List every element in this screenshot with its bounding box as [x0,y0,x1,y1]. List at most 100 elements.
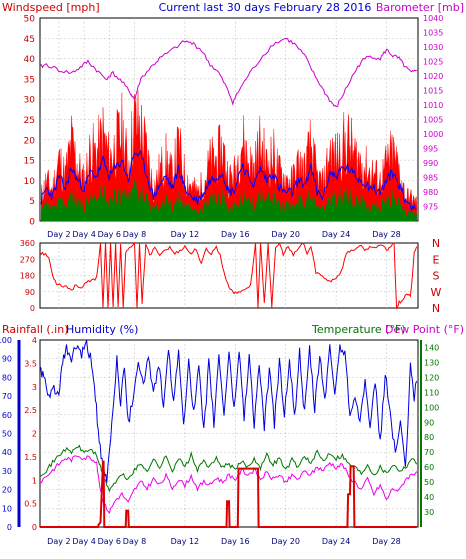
windspeed-tick-label: 30 [24,96,36,106]
rainfall-tick-label: 3.5 [24,359,37,368]
direction-tick-label: 90 [25,288,35,297]
wind-x-tick-label: Day 4 [72,230,95,239]
rainfall-series [40,460,417,528]
humidity-tick-label: 80 [2,373,12,382]
temperature-tick-label: 120 [424,373,439,382]
barometer-tick-label: 1005 [423,116,443,125]
windspeed-axis-title: Windspeed [mph] [2,1,100,14]
wind-speed-series [41,179,417,222]
barometer-tick-label: 985 [423,174,438,183]
barometer-tick-label: 1020 [423,72,443,81]
wind-x-tick-label: Day 20 [271,230,300,239]
axis-tick-labels: 0510152025303540455097598098599099510001… [0,14,443,546]
compass-label: N [432,237,440,250]
compass-label: E [433,253,440,266]
windspeed-tick-label: 0 [29,218,35,228]
barometer-tick-label: 980 [423,188,438,197]
direction-tick-label: 270 [20,255,35,264]
humidity-tick-label: 70 [2,392,12,401]
humidity-tick-label: 40 [2,448,12,457]
windspeed-tick-label: 45 [24,35,35,45]
temperature-tick-label: 100 [424,403,439,412]
windspeed-tick-label: 20 [24,136,36,146]
barometer-tick-label: 1030 [423,43,443,52]
temperature-tick-label: 110 [424,388,439,397]
windspeed-tick-label: 40 [24,55,36,65]
direction-tick-label: 360 [20,239,35,248]
barometer-tick-label: 1000 [423,130,443,139]
temperature-tick-label: 70 [424,448,434,457]
wind-x-tick-label: Day 2 [47,230,70,239]
windspeed-tick-label: 50 [24,15,36,25]
humidity-tick-label: 90 [2,355,12,364]
temperature-tick-label: 40 [424,493,434,502]
rainfall-axis-title: Rainfall (.in) [2,323,69,336]
temperature-axis-title: Temperature (°F) [311,323,406,336]
temperature-tick-label: 30 [424,508,434,517]
rainfall-tick-label: 2 [32,430,37,439]
temperature-tick-label: 50 [424,478,434,487]
lower-x-tick-label: Day 24 [322,537,351,546]
barometer-tick-label: 1025 [423,58,443,67]
lower-x-tick-label: Day 2 [47,537,70,546]
humidity-axis-title: Humidity (%) [66,323,138,336]
direction-tick-label: 180 [20,272,35,281]
chart-title: Current last 30 days February 28 2016 [159,1,372,14]
wind-panel-series [39,37,417,222]
rainfall-tick-label: 4 [32,336,37,345]
compass-label: W [431,286,442,299]
rainfall-tick-label: 0.5 [24,500,37,509]
barometer-tick-label: 995 [423,145,438,154]
wind-average-series [40,150,417,211]
humidity-tick-label: 20 [2,486,12,495]
barometer-tick-label: 1015 [423,87,443,96]
windspeed-tick-label: 5 [29,197,35,207]
windspeed-tick-label: 15 [24,157,35,167]
wind-panel-grid [40,18,418,221]
barometer-tick-label: 990 [423,159,438,168]
humidity-tick-label: 100 [0,336,12,345]
compass-label: S [433,270,440,283]
rainfall-tick-label: 0 [32,523,37,532]
windspeed-tick-label: 10 [24,177,36,187]
wind-x-tick-label: Day 16 [221,230,250,239]
humidity-tick-label: 0 [7,523,12,532]
direction-panel-series [39,241,418,310]
barometer-series [39,37,417,107]
lower-x-tick-label: Day 6 [98,537,121,546]
lower-panel-series [39,340,418,528]
temperature-tick-label: 90 [424,418,434,427]
humidity-tick-label: 50 [2,430,12,439]
barometer-axis-title: Barometer [mb] [376,1,464,14]
wind-x-tick-label: Day 6 [98,230,121,239]
rainfall-tick-label: 3 [32,383,37,392]
barometer-tick-label: 975 [423,203,438,212]
direction-tick-label: 0 [30,304,35,313]
temperature-tick-label: 130 [424,358,439,367]
lower-x-tick-label: Day 4 [72,537,95,546]
temperature-tick-label: 140 [424,343,439,352]
dewpoint-axis-title: Dew Point (°F) [385,323,464,336]
wind-direction-series [39,241,418,310]
wind-x-tick-label: Day 8 [123,230,146,239]
lower-x-tick-label: Day 20 [271,537,300,546]
wind-x-tick-label: Day 24 [322,230,351,239]
rainfall-tick-label: 1 [32,476,37,485]
lower-x-tick-label: Day 8 [123,537,146,546]
barometer-tick-label: 1040 [423,14,443,23]
barometer-tick-label: 1035 [423,29,443,38]
windspeed-tick-label: 25 [24,116,35,126]
humidity-tick-label: 60 [2,411,12,420]
temperature-tick-label: 80 [424,433,434,442]
humidity-series [39,340,418,483]
rainfall-tick-label: 1.5 [24,453,37,462]
windspeed-tick-label: 35 [24,75,35,85]
wind-x-tick-label: Day 28 [372,230,401,239]
temperature-tick-label: 60 [424,463,434,472]
lower-x-tick-label: Day 16 [221,537,250,546]
lower-x-tick-label: Day 28 [372,537,401,546]
humidity-tick-label: 10 [2,504,12,513]
